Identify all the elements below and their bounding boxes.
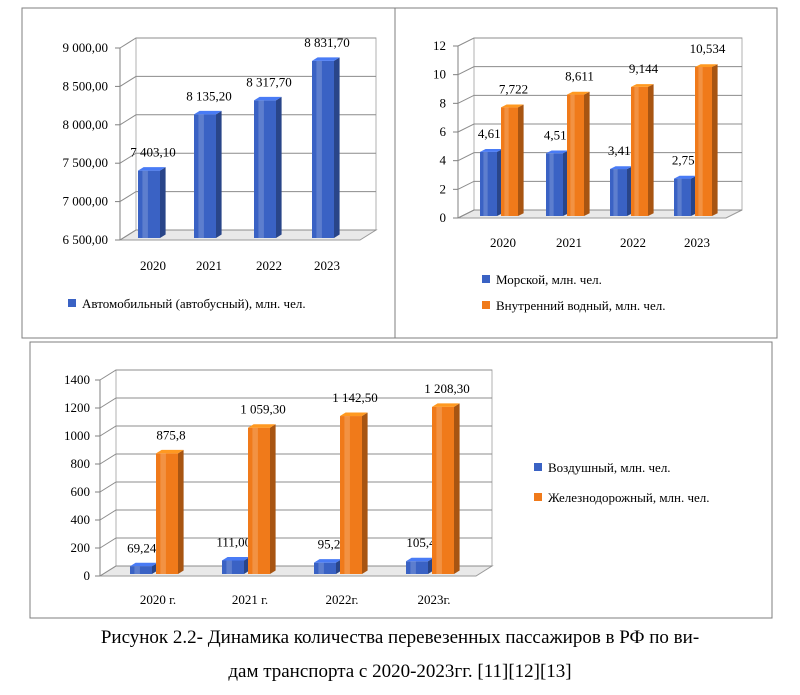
y-tick-label: 6 (440, 124, 447, 139)
bar-2-4 (432, 403, 460, 574)
y-tick-label: 400 (71, 512, 91, 527)
y-tick-label: 600 (71, 484, 91, 499)
x-tick-label: 2022 (620, 235, 646, 250)
y-tick-label: 0 (440, 210, 447, 225)
data-label: 69,244 (127, 540, 163, 555)
figure-caption-line-2: дам транспорта с 2020-2023гг. [11][12][1… (228, 661, 572, 682)
y-tick-label: 9 000,00 (63, 40, 109, 55)
data-label: 105,4 (406, 535, 436, 550)
bar-1-4 (674, 175, 697, 216)
data-label: 111,007 (216, 534, 258, 549)
bar-2-1 (501, 104, 524, 216)
bar-1-1 (138, 167, 166, 238)
data-label: 8,611 (565, 69, 594, 84)
y-tick-label: 7 500,00 (63, 155, 109, 170)
data-label: 8 317,70 (246, 74, 292, 89)
gridline (119, 114, 376, 126)
chart-2: 0 2 4 6 8 10 12 4,616 7,722 2020 4,515 8,611 2021 3,4… (394, 7, 778, 339)
figure-caption-line-1: Рисунок 2.2- Динамика количества перевез… (100, 627, 700, 648)
legend-entry: Внутренний водный, млн. чел. (496, 298, 665, 313)
legend-swatch (482, 301, 490, 309)
x-tick-label: 2022г. (325, 592, 358, 607)
gridline (119, 37, 376, 49)
data-label: 2,751 (672, 153, 701, 168)
bar-2-1 (156, 449, 184, 574)
gridline (119, 152, 376, 164)
x-tick-label: 2021 г. (232, 592, 268, 607)
y-tick-label: 2 (440, 181, 447, 196)
y-tick-label: 12 (433, 38, 446, 53)
data-label: 4,515 (544, 127, 573, 142)
bar-1-2 (546, 150, 569, 216)
data-label: 1 059,30 (240, 402, 286, 417)
legend-entry: Морской, млн. чел. (496, 272, 602, 287)
y-tick-label: 1000 (64, 428, 90, 443)
x-tick-label: 2023 (684, 235, 710, 250)
y-tick-label: 7 000,00 (63, 194, 109, 209)
y-tick-label: 8 000,00 (63, 117, 109, 132)
data-label: 8 831,70 (304, 35, 350, 50)
y-tick-label: 8 500,00 (63, 78, 109, 93)
x-tick-label: 2020 (490, 235, 516, 250)
legend-entry: Воздушный, млн. чел. (548, 460, 671, 475)
data-label: 4,616 (478, 126, 508, 141)
data-label: 1 142,50 (332, 390, 378, 405)
chart-1: 6 500,00 7 000,00 7 500,00 8 000,00 8 500,00… (21, 7, 396, 339)
y-tick-label: 8 (440, 95, 447, 110)
x-tick-label: 2023 (314, 258, 340, 273)
data-label: 9,144 (629, 61, 659, 76)
bar-2-2 (248, 424, 276, 574)
gridline (99, 369, 492, 381)
y-tick-label: 10 (433, 67, 446, 82)
gridline (119, 75, 376, 87)
legend-entry: Автомобильный (автобусный), млн. чел. (82, 296, 306, 311)
y-tick-label: 800 (71, 456, 91, 471)
legend-entry: Железнодорожный, млн. чел. (548, 490, 710, 505)
x-tick-label: 2020 г. (140, 592, 176, 607)
chart-3: 0 200 400 600 800 1000 1200 1400 69,244 875,8 2020… (29, 341, 773, 619)
legend-swatch (534, 493, 542, 501)
data-label: 3,415 (608, 143, 637, 158)
bar-1-2 (222, 556, 250, 574)
y-tick-label: 1400 (64, 372, 90, 387)
bar-1-3 (314, 559, 342, 574)
legend-swatch (68, 299, 76, 307)
gridline (99, 397, 492, 409)
bar-1-2 (194, 110, 222, 238)
bar-2-3 (631, 84, 654, 216)
gridline (119, 191, 376, 203)
bar-1-1 (130, 562, 158, 574)
data-label: 1 208,30 (424, 381, 470, 396)
bar-2-2 (567, 91, 590, 216)
legend-swatch (482, 275, 490, 283)
y-tick-label: 6 500,00 (63, 232, 109, 247)
data-label: 875,8 (156, 427, 185, 442)
x-tick-label: 2021 (196, 258, 222, 273)
bar-1-3 (610, 166, 633, 216)
data-label: 95,2 (318, 537, 341, 552)
x-tick-label: 2021 (556, 235, 582, 250)
bar-1-4 (312, 57, 340, 238)
bar-1-1 (480, 149, 503, 216)
data-label: 8 135,20 (186, 88, 232, 103)
data-label: 7 403,10 (130, 145, 176, 160)
gridline (119, 229, 376, 241)
data-label: 7,722 (499, 81, 528, 96)
gridline (457, 66, 742, 76)
bar-1-4 (406, 557, 434, 574)
y-tick-label: 0 (84, 568, 91, 583)
x-tick-label: 2020 (140, 258, 166, 273)
x-tick-label: 2023г. (417, 592, 450, 607)
y-tick-label: 4 (440, 153, 447, 168)
y-tick-label: 1200 (64, 400, 90, 415)
gridline (457, 37, 742, 47)
bar-2-4 (695, 64, 718, 216)
legend-swatch (534, 463, 542, 471)
data-label: 10,534 (690, 41, 726, 56)
bar-2-3 (340, 412, 368, 574)
bar-1-3 (254, 96, 282, 239)
y-tick-label: 200 (71, 540, 91, 555)
x-tick-label: 2022 (256, 258, 282, 273)
